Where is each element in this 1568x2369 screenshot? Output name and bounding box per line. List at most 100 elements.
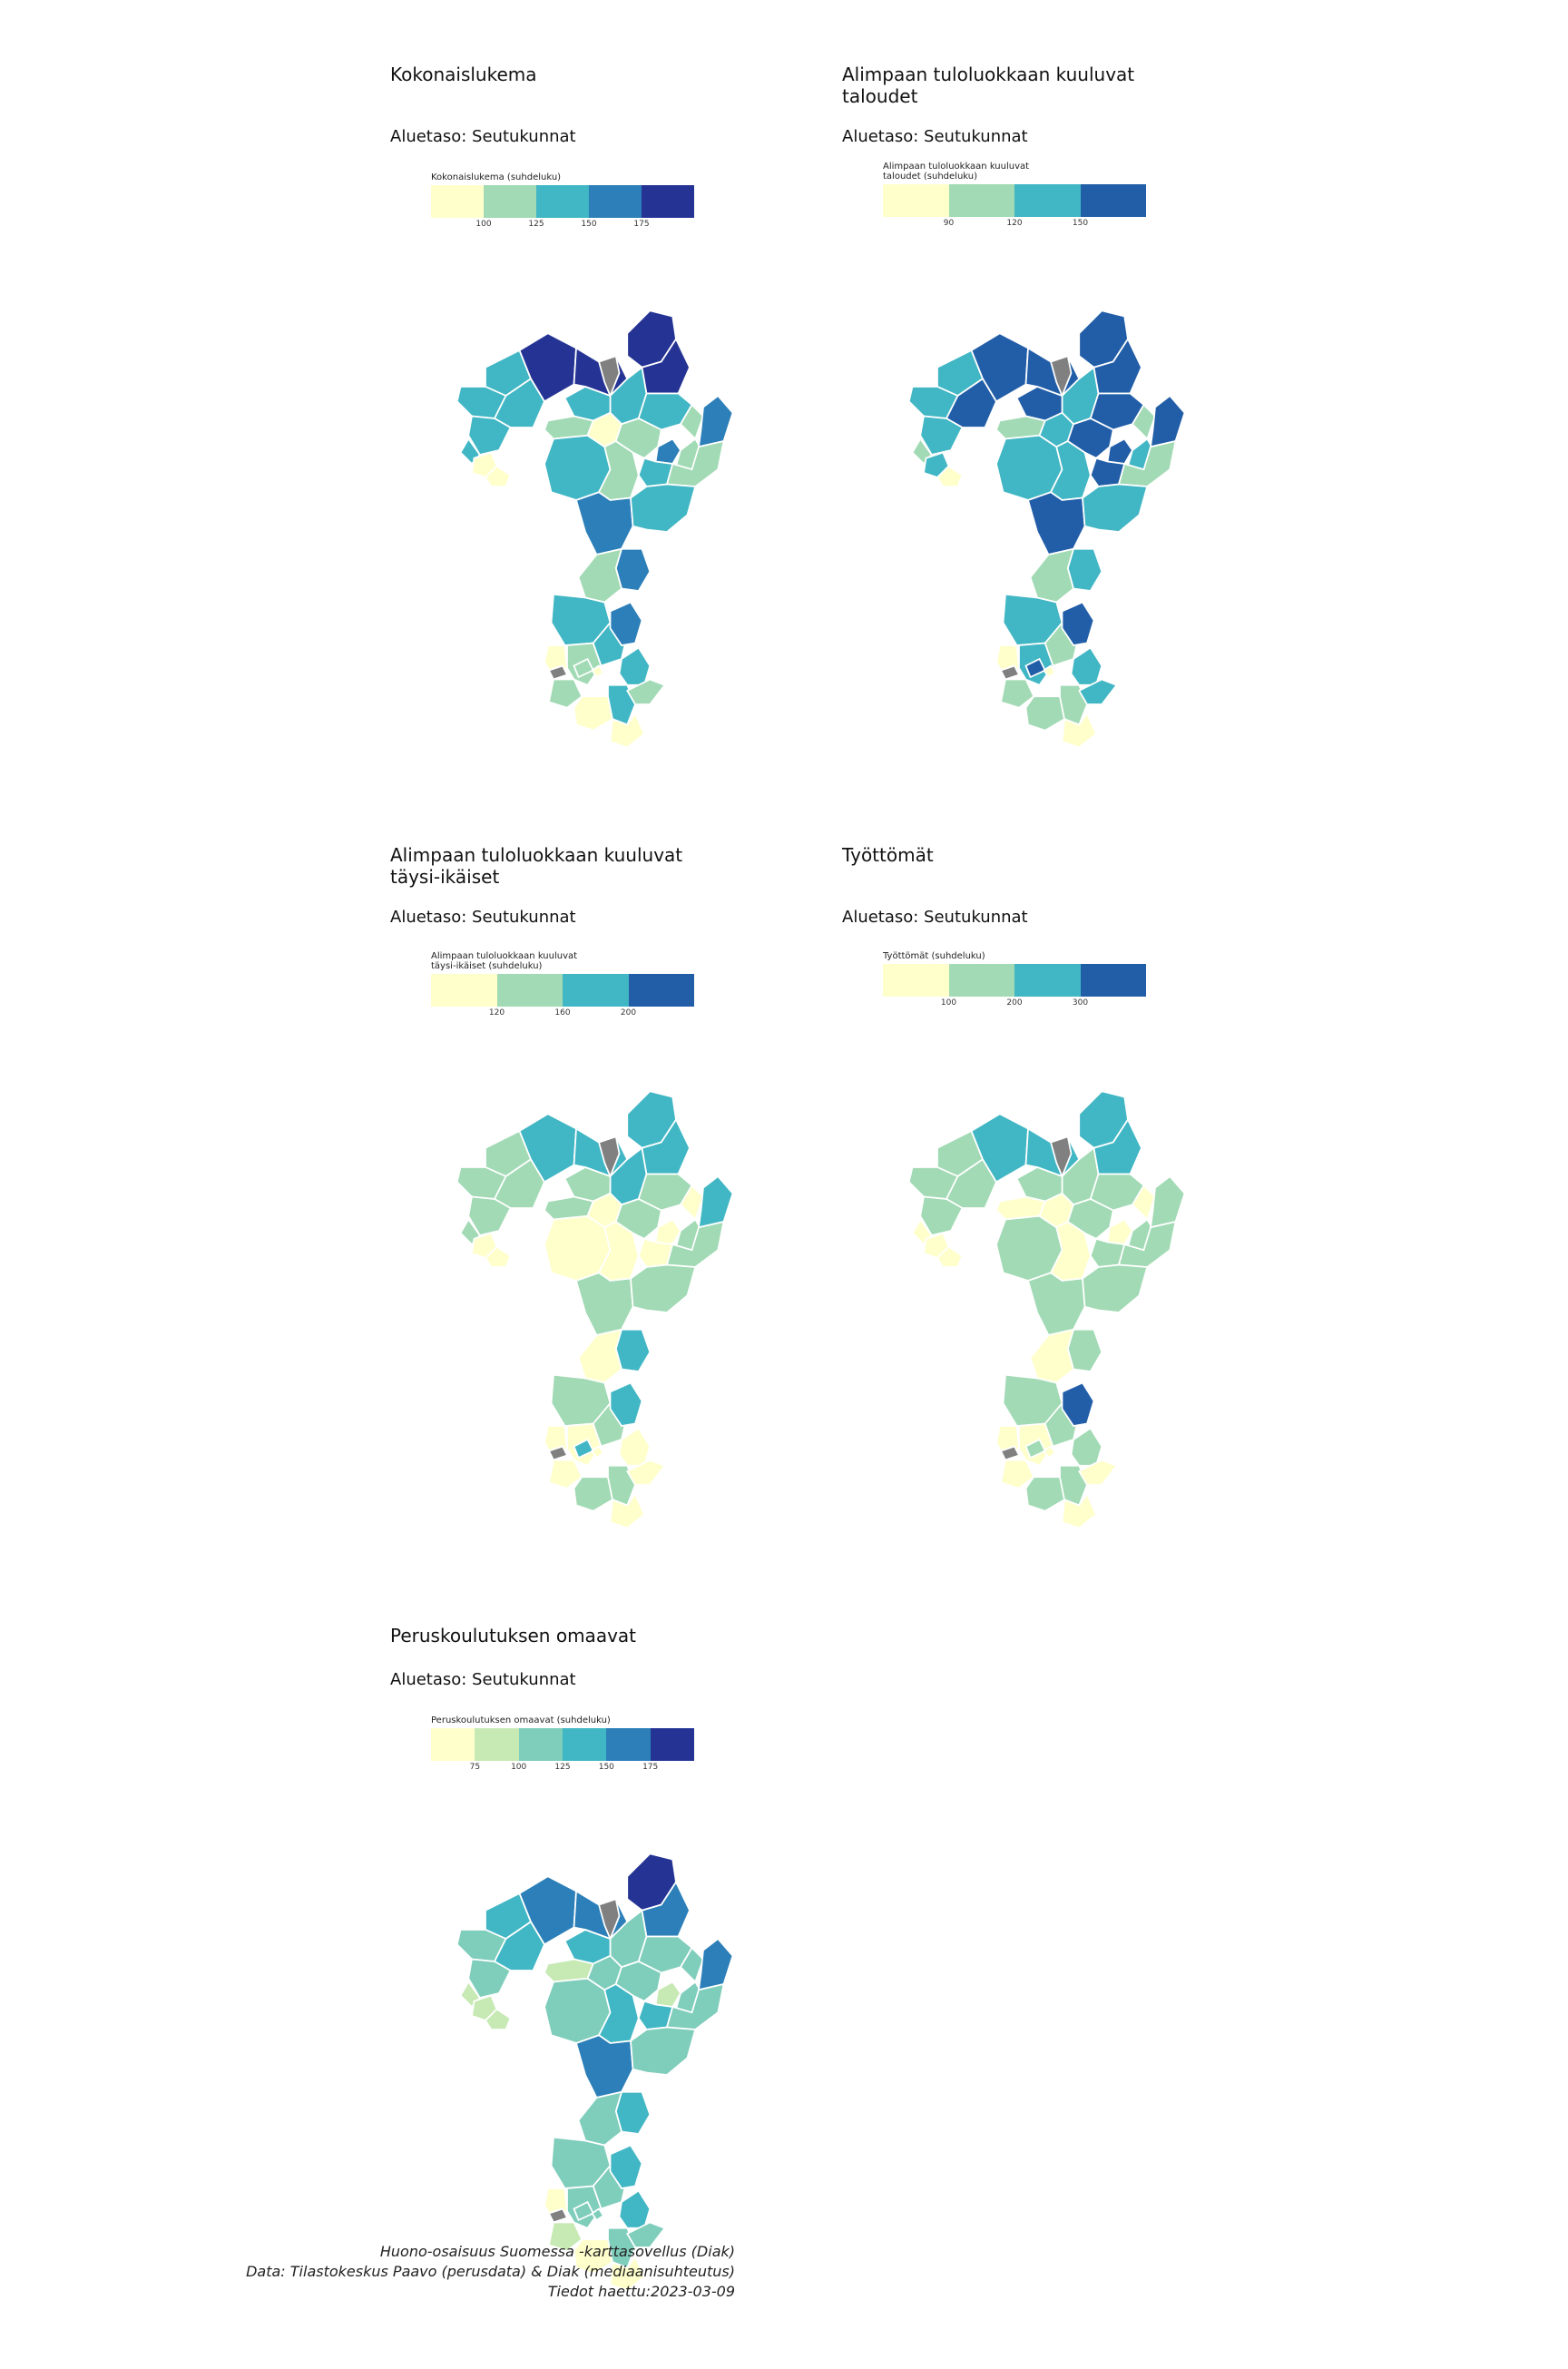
map-region-21[interactable] — [654, 437, 682, 465]
map-region-25[interactable] — [1117, 439, 1177, 487]
map-region-29[interactable] — [1029, 547, 1075, 604]
map-region-40[interactable] — [626, 2221, 666, 2248]
no-data-region — [1049, 355, 1073, 398]
map-region-25[interactable] — [665, 439, 725, 487]
map-region-40[interactable] — [1078, 678, 1118, 705]
map-region-35[interactable] — [618, 2189, 652, 2229]
legend-swatch — [948, 184, 1014, 217]
map-region-39[interactable] — [1061, 712, 1098, 749]
map-region-27[interactable] — [630, 2026, 697, 2076]
map-region-20[interactable] — [1066, 418, 1114, 459]
legend-tick-label: 75 — [469, 1763, 481, 1772]
map-region-16[interactable] — [936, 1245, 964, 1268]
map-region-34[interactable] — [1061, 1381, 1095, 1427]
map-region-27[interactable] — [630, 483, 697, 533]
map-region-26[interactable] — [574, 491, 634, 556]
map-region-4[interactable] — [467, 415, 512, 456]
legend-ticks: 75 100 125 150 175 — [431, 1761, 694, 1774]
map-region-25[interactable] — [1117, 1220, 1177, 1268]
map-region-39[interactable] — [1061, 1492, 1098, 1529]
map-region-40[interactable] — [626, 678, 666, 705]
map-region-16[interactable] — [484, 465, 512, 487]
map-region-36[interactable] — [547, 2221, 583, 2252]
map-region-24[interactable] — [1149, 394, 1186, 448]
map-region-37[interactable] — [573, 1476, 613, 1512]
map-region-25[interactable] — [665, 1220, 725, 1268]
map-region-20[interactable] — [614, 1961, 662, 2002]
map-region-24[interactable] — [1149, 1175, 1186, 1229]
map-region-37[interactable] — [573, 695, 613, 732]
map-region-36[interactable] — [999, 678, 1035, 709]
map-region-36[interactable] — [547, 678, 583, 709]
map-region-27[interactable] — [1082, 483, 1149, 533]
map-region-16[interactable] — [484, 1245, 512, 1268]
map-region-37[interactable] — [1024, 1476, 1065, 1512]
map-region-42[interactable] — [591, 664, 605, 679]
map-region-35[interactable] — [1070, 1427, 1103, 1467]
map-region-29[interactable] — [1029, 1328, 1075, 1384]
map-region-27[interactable] — [1082, 1263, 1149, 1313]
map-region-39[interactable] — [609, 1492, 646, 1529]
map-region-4[interactable] — [919, 1195, 964, 1236]
legend-tick-label: 200 — [1006, 998, 1023, 1008]
map-region-34[interactable] — [1061, 601, 1095, 646]
legend-swatch — [948, 964, 1014, 997]
map-region-34[interactable] — [609, 601, 643, 646]
legend-color-bar — [431, 1728, 694, 1761]
map-region-40[interactable] — [626, 1459, 666, 1486]
map-region-29[interactable] — [577, 1328, 623, 1384]
map-region-42[interactable] — [591, 1445, 605, 1460]
map-region-21[interactable] — [654, 1218, 682, 1245]
legend-title: Peruskoulutuksen omaavat (suhdeluku) — [431, 1715, 611, 1725]
legend-tick-label: 100 — [511, 1763, 527, 1772]
map-region-39[interactable] — [609, 2255, 646, 2292]
map-region-20[interactable] — [614, 1198, 662, 1240]
map-region-34[interactable] — [609, 2144, 643, 2189]
map-region-4[interactable] — [467, 1958, 512, 1999]
map-region-26[interactable] — [574, 2034, 634, 2099]
map-region-25[interactable] — [665, 1982, 725, 2030]
map-region-26[interactable] — [1026, 1272, 1086, 1337]
choropleth-map — [907, 310, 1186, 749]
map-region-26[interactable] — [1026, 491, 1086, 556]
map-region-42[interactable] — [1043, 664, 1057, 679]
map-region-39[interactable] — [609, 712, 646, 749]
map-region-21[interactable] — [1106, 1218, 1134, 1245]
map-region-34[interactable] — [609, 1381, 643, 1427]
map-region-20[interactable] — [614, 418, 662, 459]
map-region-24[interactable] — [697, 1937, 734, 1991]
map-region-20[interactable] — [1066, 1198, 1114, 1240]
map-region-36[interactable] — [999, 1459, 1035, 1489]
map-region-35[interactable] — [1070, 646, 1103, 686]
legend-swatch — [484, 185, 536, 218]
map-panel-4: Työttömät Aluetaso: Seutukunnat Työttömät … — [842, 844, 1314, 1588]
map-region-16[interactable] — [484, 2008, 512, 2030]
map-region-4[interactable] — [919, 415, 964, 456]
map-region-29[interactable] — [577, 547, 623, 604]
map-region-21[interactable] — [1106, 437, 1134, 465]
legend-color-bar — [431, 185, 694, 218]
legend-swatch — [1014, 184, 1081, 217]
map-panel-1: Kokonaislukema Aluetaso: Seutukunnat Kokon… — [390, 64, 862, 808]
map-region-40[interactable] — [1078, 1459, 1118, 1486]
map-region-29[interactable] — [577, 2090, 623, 2147]
map-region-26[interactable] — [574, 1272, 634, 1337]
legend-title: Kokonaislukema (suhdeluku) — [431, 172, 562, 182]
map-region-42[interactable] — [591, 2207, 605, 2222]
map-region-27[interactable] — [630, 1263, 697, 1313]
legend-title: Alimpaan tuloluokkaan kuuluvat täysi-ikä… — [431, 951, 578, 971]
no-data-region — [597, 1898, 621, 1941]
map-region-35[interactable] — [618, 1427, 652, 1467]
map-region-4[interactable] — [467, 1195, 512, 1236]
map-region-36[interactable] — [547, 1459, 583, 1489]
map-region-21[interactable] — [654, 1981, 682, 2008]
source-caption: Huono-osaisuus Suomessa -karttasovellus … — [236, 2242, 735, 2302]
map-region-24[interactable] — [697, 394, 734, 448]
choropleth-map — [907, 1090, 1186, 1529]
map-region-42[interactable] — [1043, 1445, 1057, 1460]
map-region-35[interactable] — [618, 646, 652, 686]
map-region-24[interactable] — [697, 1175, 734, 1229]
no-data-region — [1049, 1135, 1073, 1179]
map-region-37[interactable] — [1024, 695, 1065, 732]
map-region-16[interactable] — [936, 465, 964, 487]
